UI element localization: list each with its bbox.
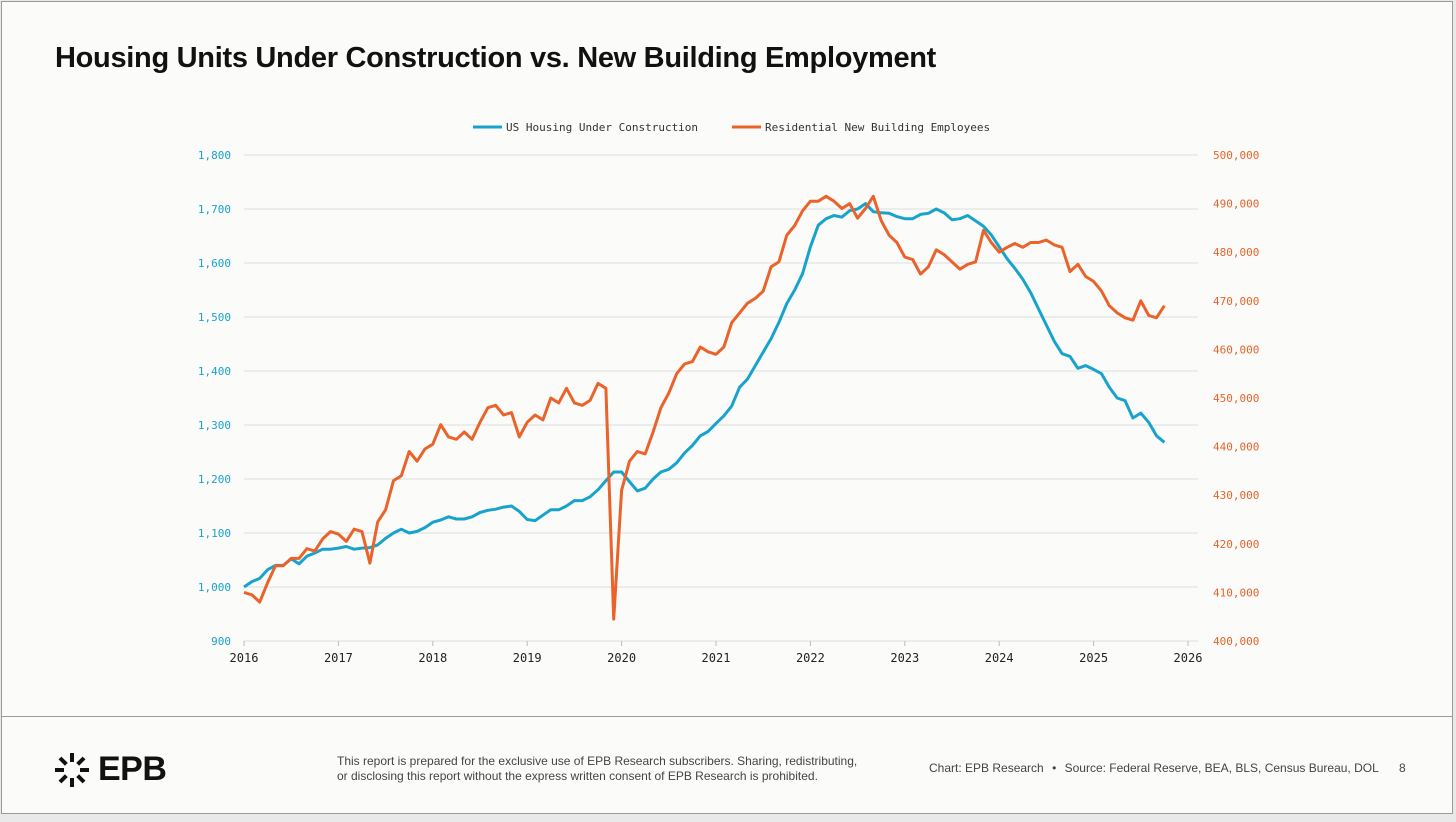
x-tick-label: 2020 bbox=[607, 651, 636, 665]
housing-under-construction-line bbox=[243, 202, 1166, 589]
disclaimer-line-2: or disclosing this report without the ex… bbox=[337, 769, 818, 783]
y-left-tick-label: 1,600 bbox=[198, 257, 231, 270]
y-left-tick-label: 1,800 bbox=[198, 149, 231, 162]
x-tick-label: 2021 bbox=[702, 651, 731, 665]
y-right-tick-label: 450,000 bbox=[1213, 392, 1259, 405]
page-title: Housing Units Under Construction vs. New… bbox=[55, 42, 937, 74]
y-right-tick-label: 480,000 bbox=[1213, 246, 1259, 259]
y-right-tick-label: 470,000 bbox=[1213, 295, 1259, 308]
y-right-tick-label: 500,000 bbox=[1213, 149, 1259, 162]
x-tick-label: 2026 bbox=[1174, 651, 1203, 665]
disclaimer-line-1: This report is prepared for the exclusiv… bbox=[337, 754, 858, 768]
epb-logo: EPB bbox=[54, 750, 167, 789]
disclaimer: This report is prepared for the exclusiv… bbox=[337, 754, 897, 784]
y-right-tick-label: 460,000 bbox=[1213, 343, 1259, 356]
chart-credit: Chart: EPB Research • Source: Federal Re… bbox=[929, 761, 1379, 775]
y-right-tick-label: 420,000 bbox=[1213, 538, 1259, 551]
y-left-tick-label: 900 bbox=[211, 635, 231, 648]
y-right-tick-label: 410,000 bbox=[1213, 586, 1259, 599]
y-right-tick-label: 490,000 bbox=[1213, 198, 1259, 211]
y-left-tick-label: 1,700 bbox=[198, 203, 231, 216]
legend-label-housing: US Housing Under Construction bbox=[506, 121, 698, 134]
page-number: 8 bbox=[1399, 761, 1406, 775]
x-tick-label: 2018 bbox=[418, 651, 447, 665]
source-text: Source: Federal Reserve, BEA, BLS, Censu… bbox=[1064, 761, 1379, 775]
dual-axis-line-chart: US Housing Under Construction Residentia… bbox=[198, 121, 1259, 665]
legend: US Housing Under Construction Residentia… bbox=[473, 121, 990, 134]
chart-credit-text: Chart: EPB Research bbox=[929, 761, 1044, 775]
x-tick-label: 2019 bbox=[513, 651, 542, 665]
footer-divider bbox=[2, 716, 1452, 717]
y-left-tick-label: 1,000 bbox=[198, 581, 231, 594]
y-left-tick-label: 1,200 bbox=[198, 473, 231, 486]
y-left-tick-label: 1,500 bbox=[198, 311, 231, 324]
x-tick-label: 2025 bbox=[1079, 651, 1108, 665]
epb-logo-icon bbox=[55, 752, 89, 787]
x-tick-label: 2017 bbox=[324, 651, 353, 665]
logo-text: EPB bbox=[98, 750, 167, 788]
axes: 900 1,000 1,100 1,200 1,300 1,400 1,500 1,600 1,… bbox=[198, 149, 1259, 665]
y-left-tick-label: 1,300 bbox=[198, 419, 231, 432]
y-right-tick-label: 430,000 bbox=[1213, 489, 1259, 502]
x-tick-label: 2024 bbox=[985, 651, 1014, 665]
legend-label-employees: Residential New Building Employees bbox=[765, 121, 990, 134]
x-tick-label: 2022 bbox=[796, 651, 825, 665]
separator: • bbox=[1052, 761, 1057, 775]
new-building-employees-line bbox=[243, 194, 1166, 621]
y-left-tick-label: 1,100 bbox=[198, 527, 231, 540]
series-lines bbox=[243, 194, 1166, 621]
y-right-tick-label: 440,000 bbox=[1213, 441, 1259, 454]
y-right-tick-label: 400,000 bbox=[1213, 635, 1259, 648]
x-tick-label: 2016 bbox=[230, 651, 259, 665]
x-tick-label: 2023 bbox=[890, 651, 919, 665]
y-left-tick-label: 1,400 bbox=[198, 365, 231, 378]
gridlines bbox=[244, 154, 1198, 642]
